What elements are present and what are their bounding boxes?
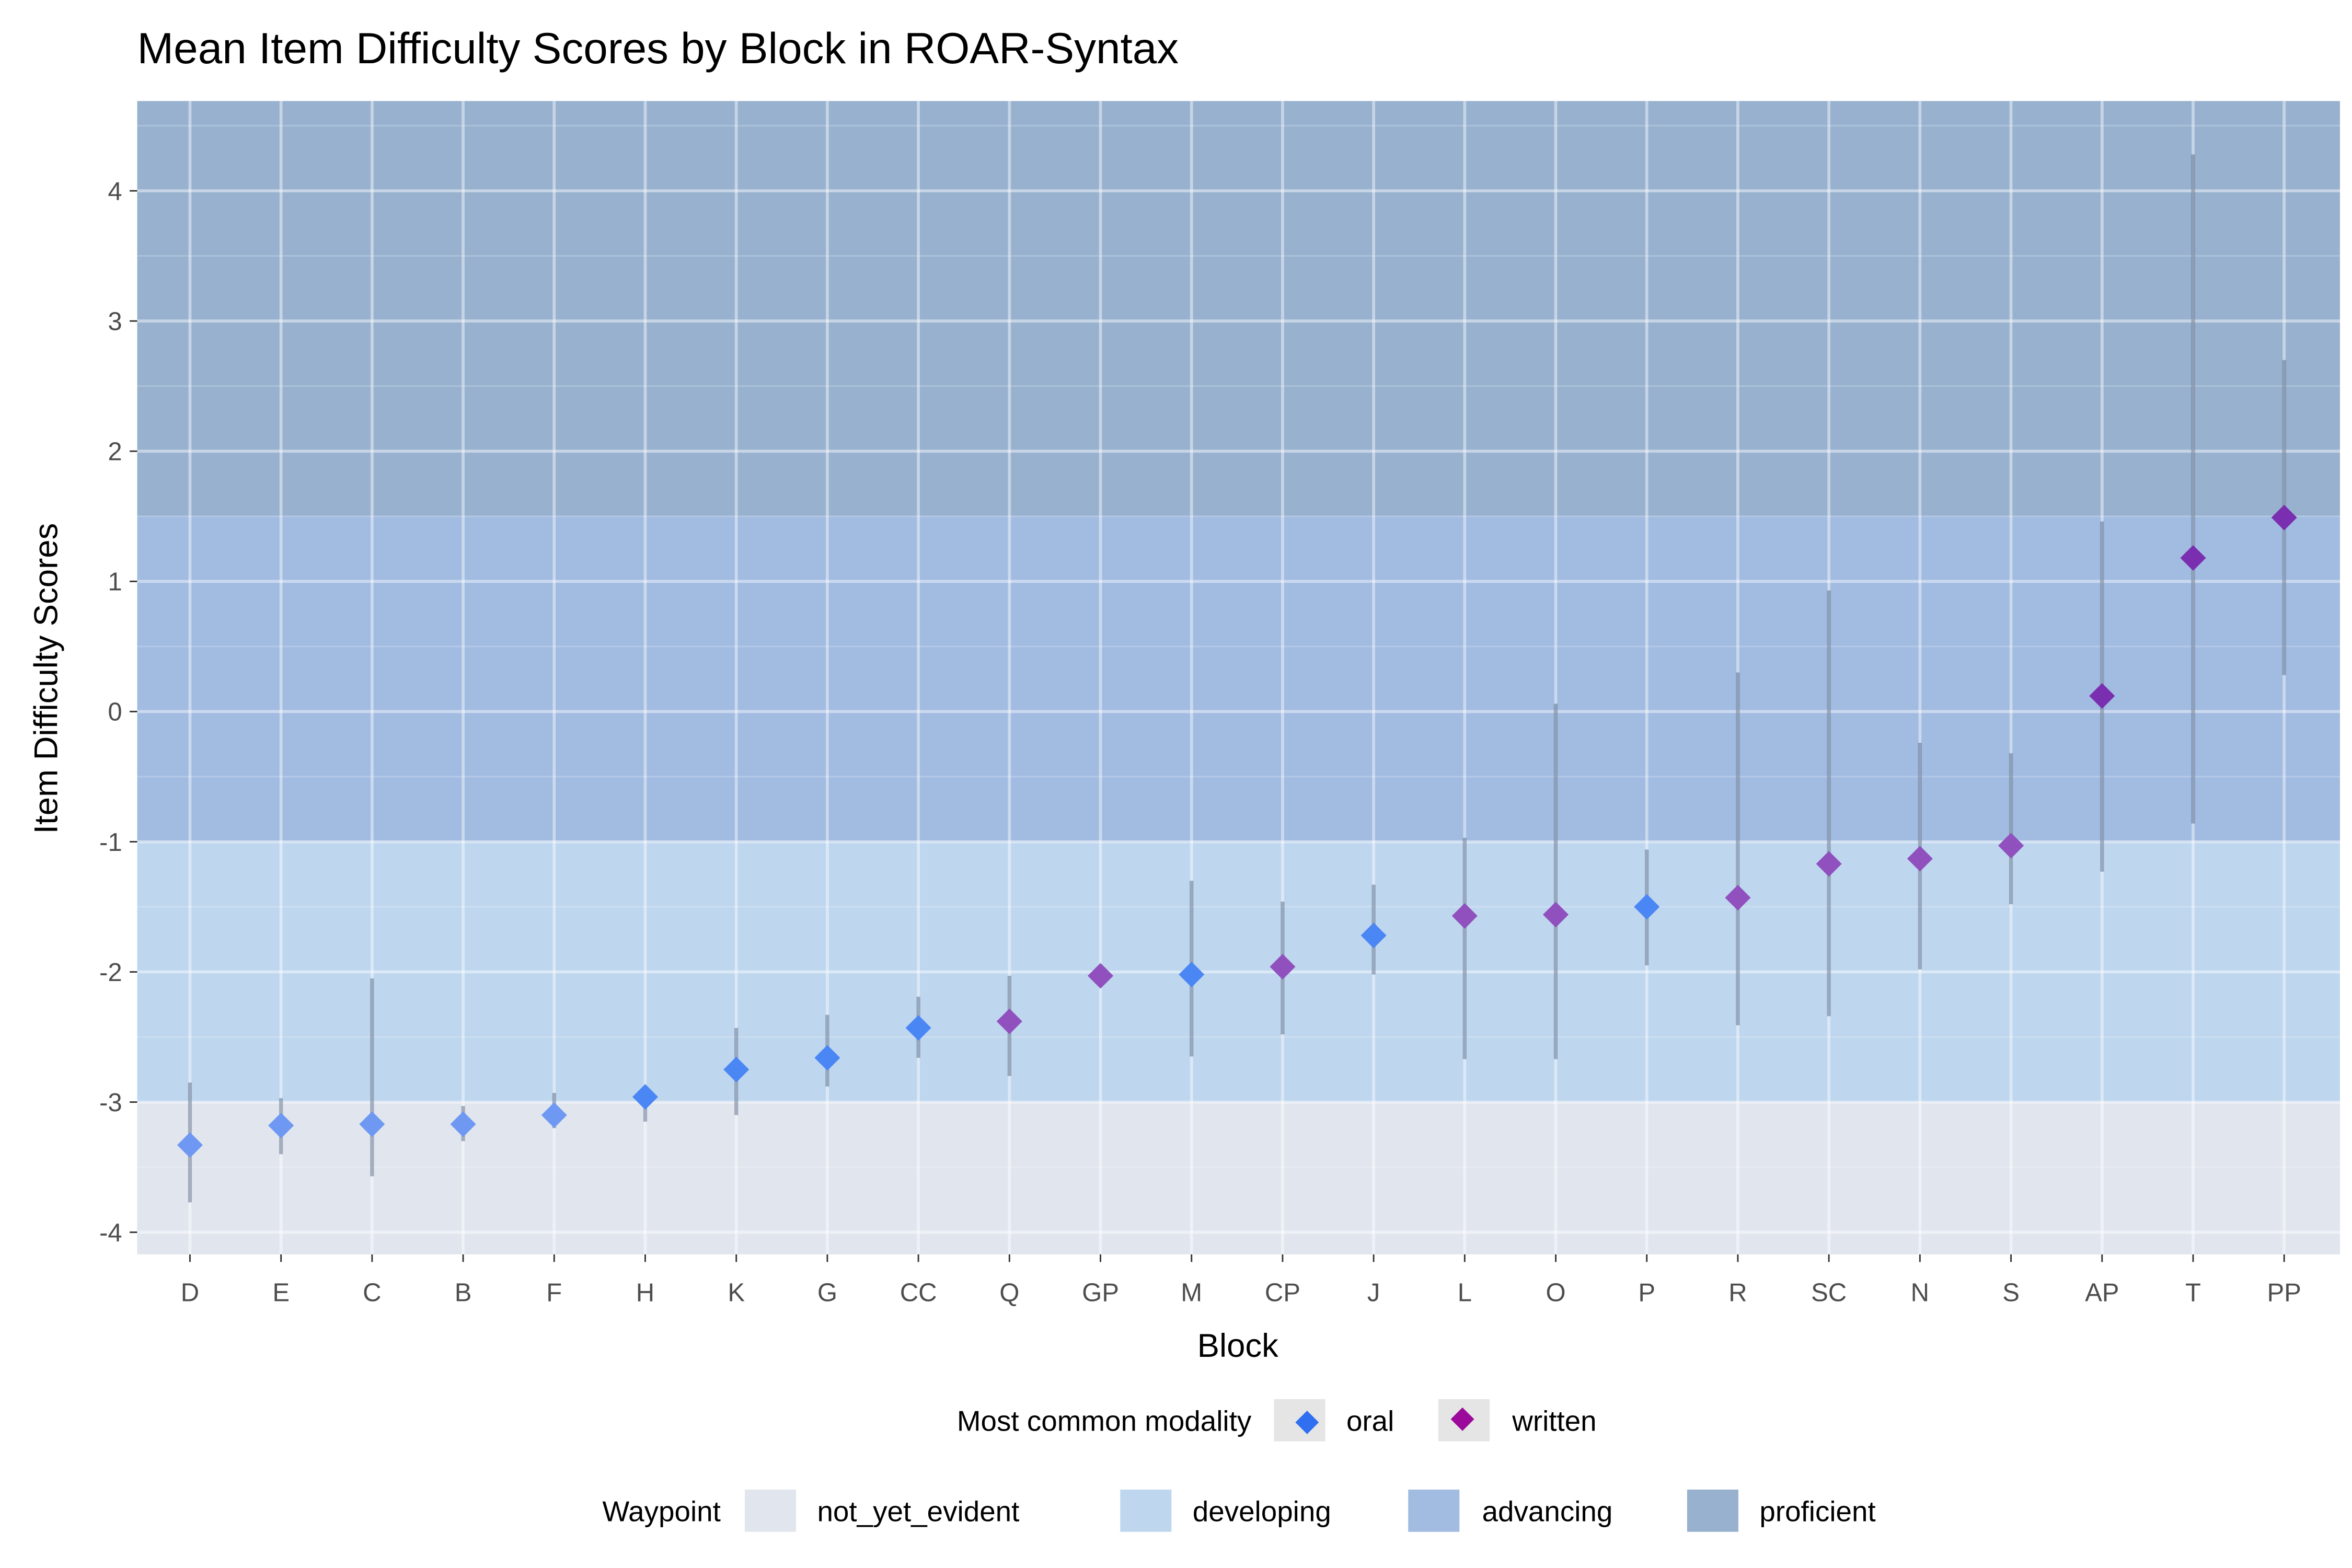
- x-axis-title: Block: [1197, 1328, 1278, 1364]
- chart-title: Mean Item Difficulty Scores by Block in …: [137, 24, 1179, 73]
- x-axis: D E C B F H K G CC Q GP M CP J L O P R SC N S AP T PP: [181, 1254, 2301, 1307]
- x-tick-label: F: [546, 1278, 562, 1307]
- data-point-written: [2089, 683, 2115, 709]
- point-group-SC: [1816, 590, 1842, 1017]
- legend-key-developing: [1120, 1490, 1172, 1532]
- data-point-oral: [723, 1056, 750, 1082]
- x-tick-label: C: [363, 1278, 381, 1307]
- legend-key-not-yet-evident: [745, 1490, 797, 1532]
- legend-modality-title: Most common modality: [957, 1405, 1252, 1437]
- x-tick-label: CC: [900, 1278, 937, 1307]
- x-tick-label: AP: [2085, 1278, 2119, 1307]
- x-tick-label: H: [636, 1278, 654, 1307]
- legend-label-oral: oral: [1346, 1405, 1394, 1437]
- x-tick-label: B: [455, 1278, 472, 1307]
- band-not-yet-evident: [137, 1102, 2340, 1254]
- data-point-written: [1725, 885, 1751, 911]
- point-group-D: [177, 1082, 203, 1203]
- x-tick-label: CP: [1265, 1278, 1300, 1307]
- legend-key-advancing: [1408, 1490, 1460, 1532]
- point-group-AP: [2089, 521, 2115, 872]
- x-tick-label: S: [2002, 1278, 2020, 1307]
- data-point-oral: [814, 1045, 840, 1071]
- data-marks: [177, 154, 2297, 1203]
- x-tick-label: N: [1911, 1278, 1929, 1307]
- x-tick-label: R: [1728, 1278, 1747, 1307]
- y-tick-label: 0: [108, 698, 122, 727]
- band-proficient: [137, 101, 2340, 516]
- data-point-oral: [1361, 923, 1387, 949]
- legend-label-not-yet-evident: not_yet_evident: [817, 1495, 1019, 1528]
- data-point-written: [1543, 902, 1569, 928]
- x-tick-label: M: [1181, 1278, 1202, 1307]
- point-group-B: [450, 1106, 476, 1142]
- x-tick-label: E: [272, 1278, 290, 1307]
- data-point-oral: [177, 1132, 203, 1158]
- point-group-Q: [996, 975, 1022, 1076]
- data-point-written: [1087, 963, 1114, 989]
- y-tick-label: 3: [108, 307, 122, 336]
- legend-label-advancing: advancing: [1482, 1495, 1613, 1528]
- x-tick-label: O: [1546, 1278, 1565, 1307]
- data-point-oral: [450, 1111, 476, 1137]
- x-tick-label: Q: [999, 1278, 1019, 1307]
- point-group-K: [723, 1028, 750, 1115]
- y-tick-label: -4: [99, 1219, 122, 1247]
- y-tick-label: 1: [108, 568, 122, 596]
- x-tick-label: L: [1458, 1278, 1472, 1307]
- band-advancing: [137, 516, 2340, 842]
- x-tick-label: K: [728, 1278, 745, 1307]
- plot-panel: [137, 101, 2340, 1254]
- y-tick-label: -3: [99, 1089, 122, 1117]
- point-group-F: [541, 1093, 567, 1128]
- point-group-L: [1451, 837, 1478, 1059]
- data-point-oral: [541, 1102, 567, 1128]
- point-group-G: [814, 1014, 840, 1087]
- band-developing: [137, 841, 2340, 1102]
- point-group-T: [2180, 154, 2206, 824]
- legend-label-written: written: [1512, 1405, 1596, 1437]
- data-point-written: [996, 1008, 1022, 1034]
- point-group-PP: [2271, 360, 2297, 675]
- y-tick-label: -1: [99, 828, 122, 857]
- data-point-written: [1816, 851, 1842, 877]
- legend-diamond-written: [1450, 1407, 1474, 1431]
- legend-waypoint-title: Waypoint: [602, 1495, 720, 1528]
- data-point-written: [2180, 545, 2206, 571]
- x-tick-label: SC: [1811, 1278, 1847, 1307]
- point-group-CC: [905, 996, 931, 1058]
- y-axis: -4 -3 -2 -1 0 1 2 3 4: [99, 177, 137, 1247]
- x-tick-label: J: [1367, 1278, 1380, 1307]
- data-point-oral: [1179, 961, 1205, 988]
- x-tick-label: D: [181, 1278, 199, 1307]
- data-point-written: [1270, 954, 1296, 980]
- data-point-written: [1451, 903, 1478, 929]
- point-group-M: [1179, 881, 1205, 1057]
- x-tick-label: T: [2185, 1278, 2201, 1307]
- point-group-O: [1543, 704, 1569, 1059]
- legend-waypoint: Waypoint not_yet_evident developing adva…: [602, 1490, 1876, 1532]
- legend-label-proficient: proficient: [1759, 1495, 1875, 1528]
- point-group-R: [1725, 672, 1751, 1025]
- point-group-J: [1361, 884, 1387, 975]
- y-axis-title: Item Difficulty Scores: [28, 523, 65, 834]
- y-tick-label: 2: [108, 438, 122, 466]
- legend-label-developing: developing: [1193, 1495, 1331, 1528]
- x-tick-label: G: [817, 1278, 837, 1307]
- legend-diamond-oral: [1295, 1410, 1319, 1434]
- x-tick-label: P: [1638, 1278, 1655, 1307]
- point-group-GP: [1087, 963, 1114, 989]
- x-tick-label: PP: [2267, 1278, 2301, 1307]
- point-group-CP: [1270, 902, 1296, 1035]
- data-point-written: [2271, 504, 2297, 531]
- x-tick-label: GP: [1082, 1278, 1119, 1307]
- legend-key-proficient: [1687, 1490, 1738, 1532]
- data-point-oral: [905, 1015, 931, 1041]
- y-tick-label: -2: [99, 959, 122, 987]
- legend-modality: Most common modality oral written: [957, 1399, 1597, 1442]
- y-tick-label: 4: [108, 177, 122, 205]
